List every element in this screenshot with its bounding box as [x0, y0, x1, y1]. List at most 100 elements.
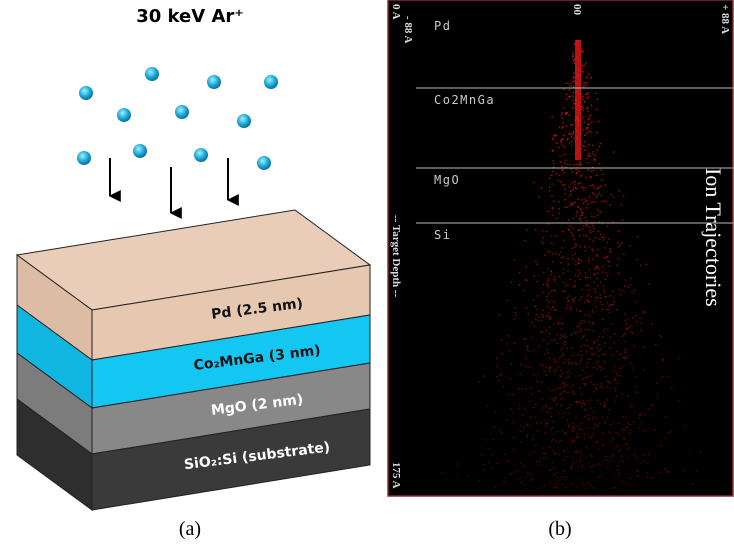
trajectory-point	[614, 301, 616, 303]
trajectory-point	[593, 366, 595, 368]
trajectory-point	[593, 281, 595, 283]
trajectory-point	[601, 304, 603, 306]
trajectory-point	[613, 297, 615, 299]
trajectory-point	[496, 376, 498, 378]
trajectory-point	[479, 480, 481, 482]
trajectory-point	[603, 285, 605, 287]
trajectory-point	[605, 296, 607, 298]
trajectory-point	[529, 350, 531, 352]
trajectory-point	[568, 407, 570, 409]
trajectory-point	[578, 436, 580, 438]
trajectory-point	[568, 426, 570, 428]
trajectory-point	[622, 357, 624, 359]
trajectory-point	[598, 269, 600, 271]
trajectory-point	[592, 192, 594, 194]
trajectory-point	[618, 450, 620, 452]
trajectory-point	[615, 378, 617, 380]
trajectory-point	[584, 384, 586, 386]
trajectory-point	[586, 235, 588, 237]
trajectory-point	[591, 486, 593, 488]
trajectory-point	[640, 329, 642, 331]
trajectory-point	[606, 399, 608, 401]
trajectory-point	[606, 256, 608, 258]
trajectory-point	[583, 189, 585, 191]
trajectory-point	[564, 334, 566, 336]
trajectory-point	[577, 354, 579, 356]
trajectory-point	[609, 441, 611, 443]
trajectory-point	[579, 363, 581, 365]
trajectory-point	[619, 462, 621, 464]
trajectory-point	[584, 141, 586, 143]
trajectory-point	[533, 300, 535, 302]
trajectory-point	[558, 357, 560, 359]
trajectory-point	[588, 155, 590, 157]
trajectory-point	[551, 339, 553, 341]
trajectory-point	[607, 275, 609, 277]
trajectory-point	[616, 372, 618, 374]
trajectory-point	[589, 185, 591, 187]
trajectory-point	[581, 296, 583, 298]
trajectory-point	[588, 419, 590, 421]
trajectory-point	[647, 463, 649, 465]
trajectory-point	[595, 201, 597, 203]
trajectory-point	[566, 336, 568, 338]
trajectory-point	[599, 163, 601, 165]
trajectory-point	[555, 440, 557, 442]
trajectory-point	[505, 477, 507, 479]
trajectory-point	[589, 246, 591, 248]
trajectory-point	[544, 453, 546, 455]
trajectory-point	[554, 135, 556, 137]
trajectory-point	[524, 426, 526, 428]
trajectory-point	[558, 453, 560, 455]
trajectory-point	[587, 111, 589, 113]
trajectory-point	[613, 476, 615, 478]
trajectory-point	[521, 481, 523, 483]
trajectory-point	[621, 455, 623, 457]
trajectory-point	[589, 257, 591, 259]
trajectory-point	[586, 224, 588, 226]
trajectory-point	[556, 361, 558, 363]
trajectory-point	[547, 299, 549, 301]
trajectory-point	[559, 212, 561, 214]
trajectory-point	[553, 163, 555, 165]
trajectory-point	[575, 264, 577, 266]
trajectory-point	[572, 391, 574, 393]
trajectory-point	[505, 482, 507, 484]
trajectory-point	[571, 364, 573, 366]
trajectory-point	[572, 465, 574, 467]
trajectory-point	[530, 453, 532, 455]
trajectory-point	[632, 332, 634, 334]
trajectory-point	[542, 365, 544, 367]
trajectory-point	[556, 334, 558, 336]
trajectory-point	[498, 379, 500, 381]
panel-a-title: 30 keV Ar⁺	[136, 6, 244, 27]
trajectory-point	[540, 485, 542, 487]
panel-b-title: Ion Trajectories	[701, 168, 726, 307]
trajectory-point	[575, 243, 577, 245]
trajectory-point	[561, 138, 563, 140]
trajectory-point	[552, 171, 554, 173]
trajectory-point	[539, 196, 541, 198]
trajectory-point	[581, 393, 583, 395]
trajectory-point	[561, 392, 563, 394]
trajectory-point	[636, 302, 638, 304]
trajectory-point	[556, 235, 558, 237]
trajectory-point	[510, 409, 512, 411]
trajectory-point	[553, 399, 555, 401]
trajectory-point	[571, 334, 573, 336]
trajectory-point	[567, 258, 569, 260]
trajectory-point	[551, 242, 553, 244]
trajectory-point	[590, 454, 592, 456]
trajectory-point	[552, 215, 554, 217]
trajectory-point	[592, 154, 594, 156]
trajectory-point	[562, 169, 564, 171]
trajectory-point	[609, 304, 611, 306]
trajectory-point	[581, 429, 583, 431]
trajectory-point	[568, 229, 570, 231]
trajectory-point	[576, 425, 578, 427]
trajectory-point	[611, 290, 613, 292]
trajectory-point	[613, 379, 615, 381]
trajectory-point	[588, 301, 590, 303]
trajectory-point	[572, 95, 574, 97]
trajectory-point	[603, 444, 605, 446]
